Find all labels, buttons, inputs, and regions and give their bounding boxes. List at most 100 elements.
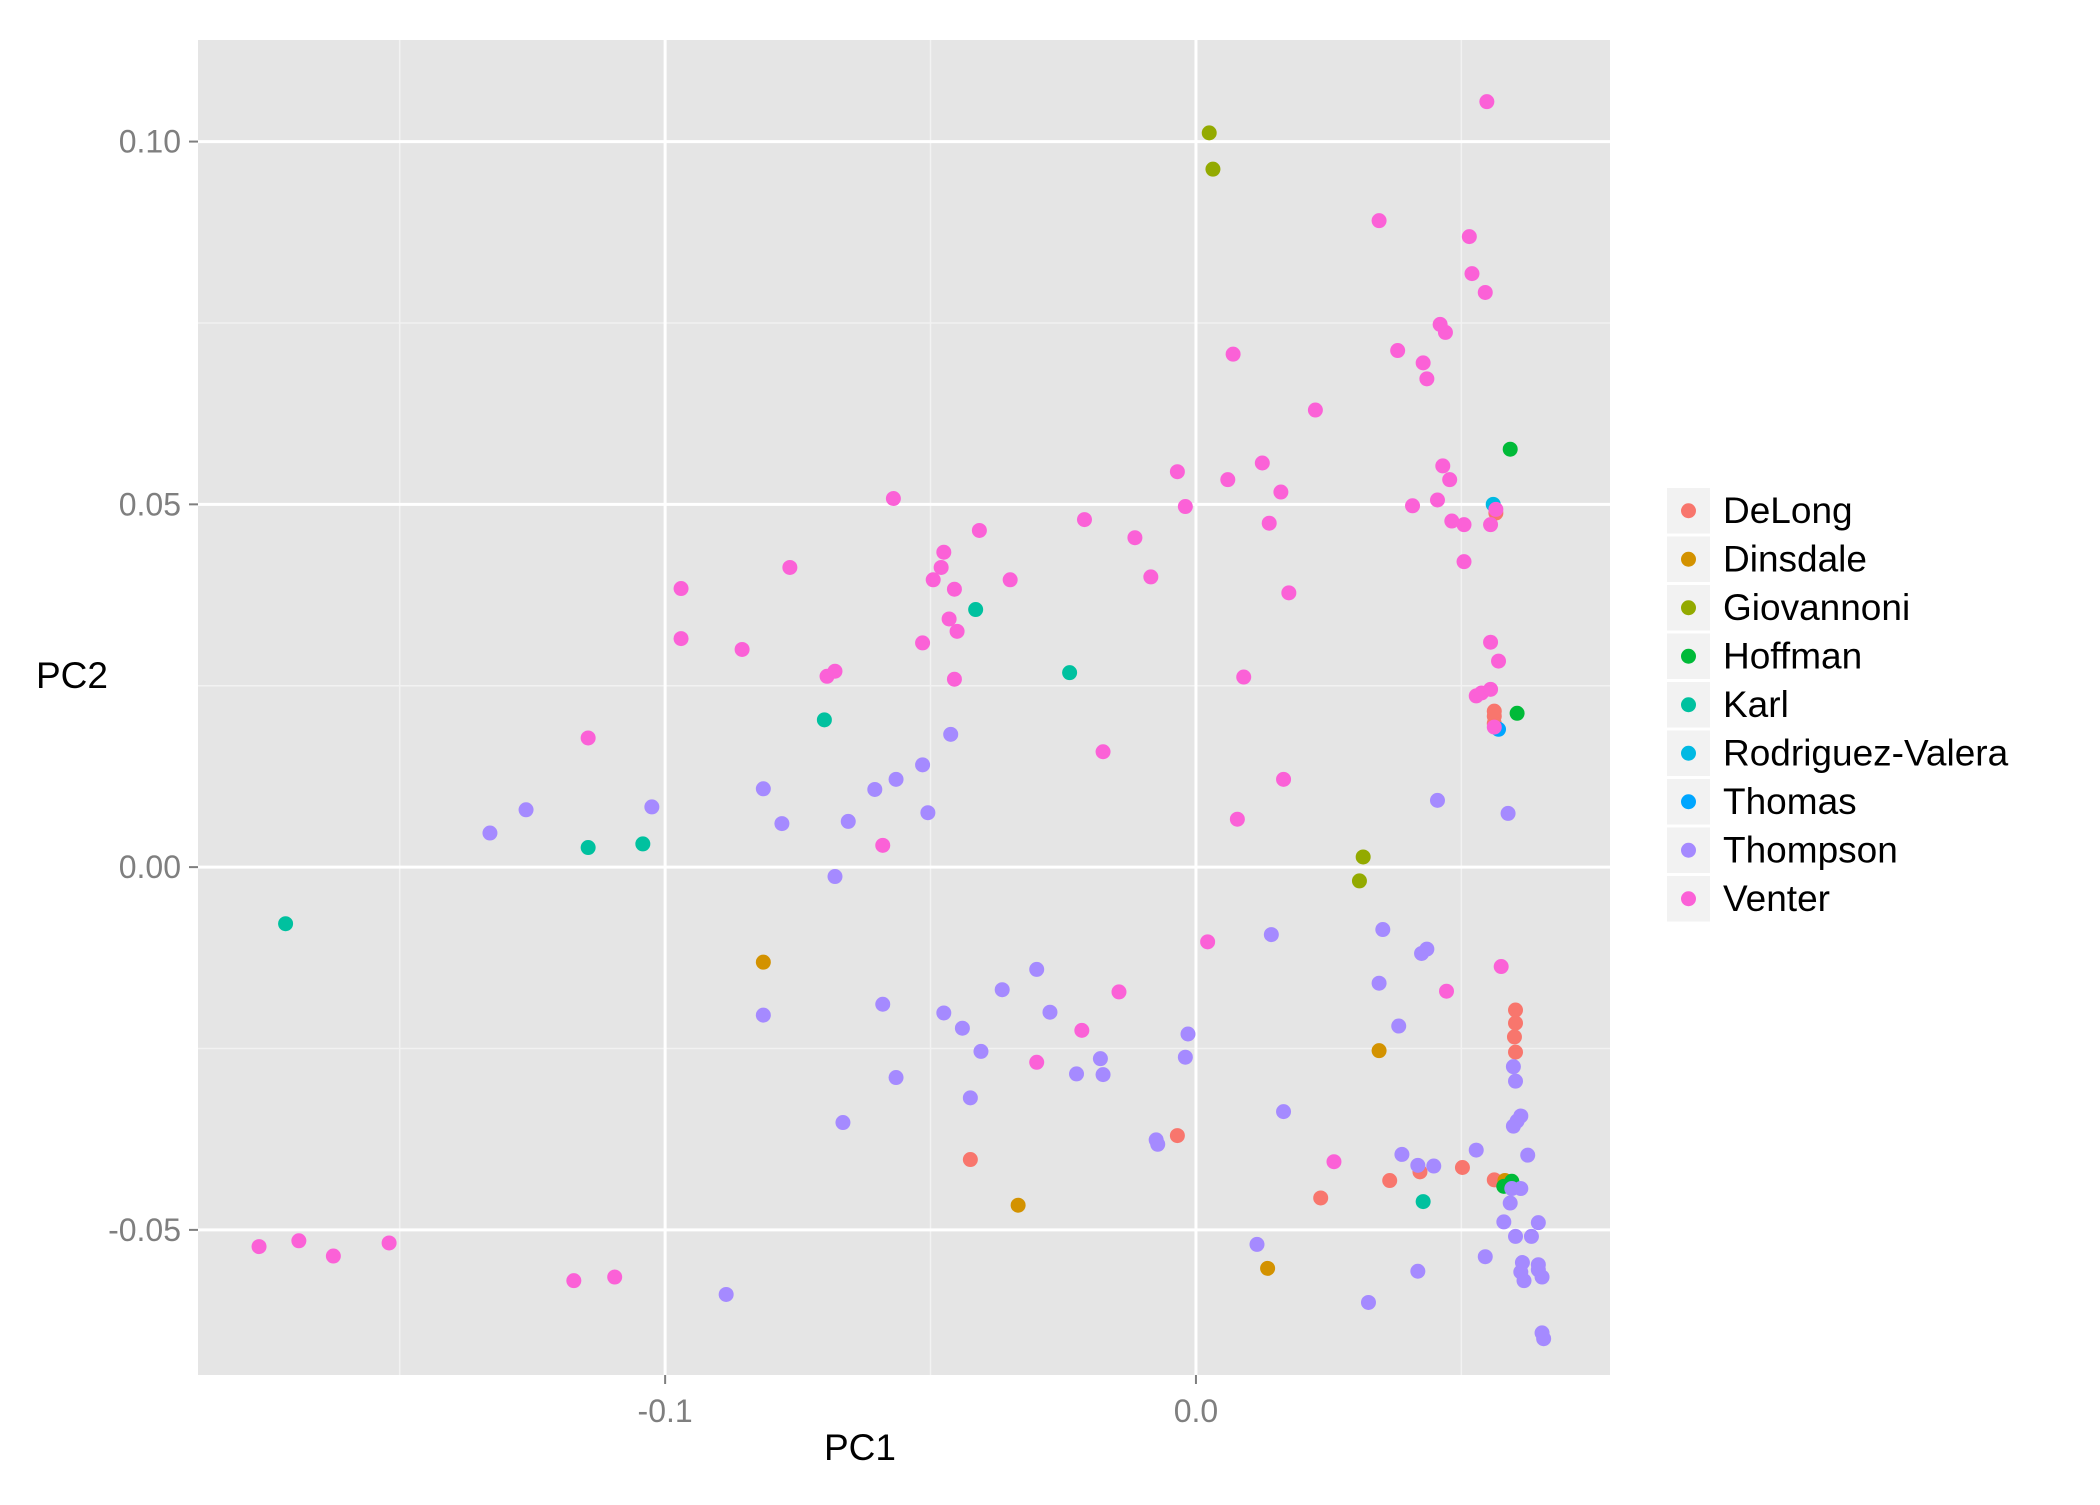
point-thompson — [1505, 1059, 1521, 1075]
point-thompson — [1508, 1228, 1524, 1244]
point-venter — [1111, 984, 1127, 1000]
point-thompson — [1516, 1273, 1532, 1289]
point-thompson — [1276, 1104, 1292, 1120]
point-delong — [1382, 1173, 1398, 1189]
legend-marker-karl — [1681, 697, 1696, 713]
point-dinsdale — [1260, 1260, 1276, 1276]
point-venter — [1405, 498, 1421, 514]
point-venter — [1483, 681, 1499, 697]
point-venter — [1437, 324, 1453, 340]
point-venter — [915, 635, 931, 651]
point-karl — [1062, 665, 1078, 681]
point-thompson — [718, 1286, 734, 1302]
point-venter — [1464, 266, 1480, 282]
point-thompson — [867, 781, 883, 797]
point-thompson — [1092, 1051, 1108, 1067]
point-thompson — [973, 1043, 989, 1059]
point-venter — [1225, 346, 1241, 362]
x-tick-label: 0.0 — [1174, 1393, 1218, 1429]
point-venter — [1177, 499, 1193, 515]
plot-panel — [198, 40, 1610, 1375]
point-thompson — [1508, 1073, 1524, 1089]
point-delong — [1486, 703, 1502, 719]
legend-marker-venter — [1681, 891, 1696, 907]
point-thompson — [1375, 922, 1391, 938]
point-venter — [1169, 464, 1185, 480]
point-dinsdale — [755, 954, 771, 970]
legend-marker-thomas — [1681, 794, 1696, 810]
point-venter — [1273, 484, 1289, 500]
legend-marker-thompson — [1681, 842, 1696, 858]
legend: DeLong Dinsdale Giovannoni Hoffman Karl Rodri… — [1667, 488, 2009, 922]
point-venter — [1307, 402, 1323, 418]
point-dinsdale — [1371, 1043, 1387, 1059]
point-venter — [1371, 213, 1387, 229]
point-thompson — [1042, 1004, 1058, 1020]
point-venter — [673, 581, 689, 597]
point-karl — [1415, 1194, 1431, 1210]
point-thompson — [1536, 1331, 1552, 1347]
point-venter — [946, 581, 962, 597]
point-venter — [673, 631, 689, 647]
legend-label-thompson: Thompson — [1723, 830, 1898, 871]
point-thompson — [1513, 1181, 1529, 1197]
point-venter — [1390, 343, 1406, 359]
point-venter — [1442, 472, 1458, 488]
point-hoffman — [1509, 705, 1525, 721]
point-thompson — [1410, 1263, 1426, 1279]
point-thompson — [1095, 1067, 1111, 1083]
point-thompson — [1249, 1236, 1265, 1252]
point-thompson — [1371, 975, 1387, 991]
point-delong — [1508, 1002, 1524, 1018]
legend-label-thomas: Thomas — [1723, 781, 1857, 822]
point-venter — [1444, 513, 1460, 529]
point-giovannoni — [1355, 849, 1371, 865]
point-venter — [875, 837, 891, 853]
point-venter — [381, 1235, 397, 1251]
point-thompson — [1177, 1049, 1193, 1065]
point-venter — [1127, 530, 1143, 546]
point-venter — [325, 1248, 341, 1264]
point-venter — [1200, 934, 1216, 950]
point-venter — [1415, 355, 1431, 371]
legend-marker-dinsdale — [1681, 551, 1696, 567]
point-venter — [946, 671, 962, 687]
point-thompson — [1468, 1142, 1484, 1158]
point-venter — [1488, 501, 1504, 517]
x-tick-label: -0.1 — [638, 1393, 693, 1429]
point-thompson — [1520, 1147, 1536, 1163]
x-axis-title: PC1 — [824, 1427, 896, 1468]
point-thompson — [888, 771, 904, 787]
point-thompson — [1523, 1228, 1539, 1244]
point-venter — [1276, 771, 1292, 787]
point-thompson — [875, 996, 891, 1012]
point-venter — [925, 572, 941, 588]
point-karl — [635, 836, 651, 852]
point-thompson — [1029, 961, 1045, 977]
point-venter — [1479, 94, 1495, 110]
point-thompson — [1477, 1249, 1493, 1265]
point-venter — [734, 641, 750, 657]
point-giovannoni — [1205, 161, 1221, 177]
point-thompson — [482, 825, 498, 841]
point-venter — [1435, 458, 1451, 474]
tick-layer: -0.1 0.0 0.10 0.05 0.00 -0.05 — [108, 124, 1218, 1429]
point-thompson — [1360, 1294, 1376, 1310]
point-delong — [1454, 1159, 1470, 1175]
point-venter — [1143, 569, 1159, 585]
point-thompson — [644, 799, 660, 815]
point-venter — [1419, 371, 1435, 387]
point-delong — [1169, 1128, 1185, 1144]
point-thompson — [1426, 1158, 1442, 1174]
point-thompson — [1513, 1108, 1529, 1124]
point-dinsdale — [1010, 1197, 1026, 1213]
point-thompson — [1429, 792, 1445, 808]
point-venter — [949, 623, 965, 639]
point-venter — [827, 663, 843, 679]
point-thompson — [954, 1020, 970, 1036]
point-hoffman — [1502, 441, 1518, 457]
point-thompson — [1150, 1136, 1166, 1152]
legend-label-giovannoni: Giovannoni — [1723, 587, 1910, 628]
